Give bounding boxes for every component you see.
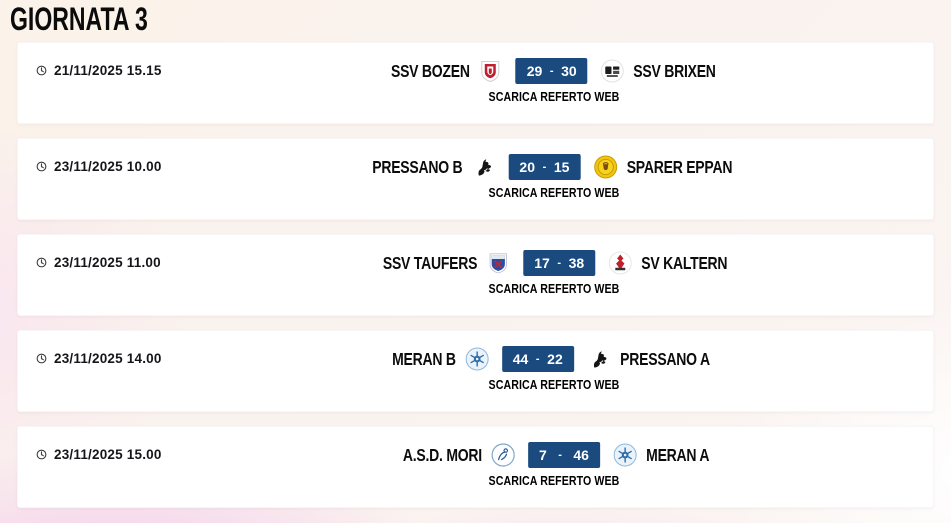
match-result-line: SSV TAUFERS 17 - 38 SV KALTERN bbox=[359, 249, 748, 277]
ssv-brixen-badge-icon bbox=[601, 59, 625, 83]
scarica-referto-web-link[interactable]: SCARICA REFERTO WEB bbox=[488, 378, 620, 392]
clock-icon bbox=[36, 161, 47, 172]
match-datetime-text: 23/11/2025 10.00 bbox=[54, 159, 162, 174]
page-title: GIORNATA 3 bbox=[10, 1, 148, 37]
match-datetime: 23/11/2025 14.00 bbox=[36, 351, 162, 366]
score-separator: - bbox=[549, 65, 554, 77]
clock-icon bbox=[36, 353, 47, 364]
match-card: 21/11/2025 15.15 SSV BOZEN 29 - 30 SSV B… bbox=[17, 42, 934, 124]
score-separator: - bbox=[542, 161, 547, 173]
match-datetime: 23/11/2025 15.00 bbox=[36, 447, 162, 462]
pressano-bird-icon bbox=[587, 347, 611, 371]
away-team-name: SSV BRIXEN bbox=[633, 60, 717, 81]
home-score: 29 bbox=[526, 63, 543, 79]
score-separator: - bbox=[558, 449, 562, 461]
score-badge: 20 - 15 bbox=[508, 154, 581, 180]
clock-icon bbox=[36, 65, 47, 76]
clock-icon bbox=[36, 449, 47, 460]
match-card: 23/11/2025 15.00 A.S.D. MORI 7 - 46 MERA… bbox=[17, 426, 934, 508]
score-badge: 29 - 30 bbox=[515, 58, 588, 84]
away-score: 15 bbox=[553, 159, 570, 175]
home-score: 17 bbox=[534, 255, 550, 271]
match-datetime-text: 23/11/2025 15.00 bbox=[54, 447, 162, 462]
match-datetime-text: 23/11/2025 11.00 bbox=[54, 255, 161, 270]
away-score: 38 bbox=[568, 255, 585, 271]
meran-badge-icon bbox=[465, 347, 489, 371]
meran-badge-icon bbox=[613, 443, 637, 467]
away-score: 22 bbox=[547, 351, 563, 367]
home-score: 20 bbox=[519, 159, 535, 175]
clock-icon bbox=[36, 257, 47, 268]
ssv-bozen-shield-icon bbox=[479, 59, 503, 83]
away-team-name: PRESSANO A bbox=[619, 348, 710, 369]
home-team-name: PRESSANO B bbox=[372, 156, 463, 177]
pressano-bird-icon bbox=[471, 155, 495, 179]
scarica-referto-web-link[interactable]: SCARICA REFERTO WEB bbox=[488, 186, 620, 200]
scarica-referto-web-link[interactable]: SCARICA REFERTO WEB bbox=[488, 474, 620, 488]
home-score: 7 bbox=[538, 447, 547, 463]
sparer-eppan-crest-icon bbox=[593, 155, 617, 179]
match-card: 23/11/2025 10.00 PRESSANO B 20 - 15 SPAR… bbox=[17, 138, 934, 220]
match-datetime: 21/11/2025 15.15 bbox=[36, 63, 162, 78]
match-datetime: 23/11/2025 10.00 bbox=[36, 159, 162, 174]
match-result-line: MERAN B 44 - 22 PRESSANO A bbox=[376, 345, 732, 373]
match-result-line: A.S.D. MORI 7 - 46 MERAN A bbox=[383, 441, 725, 469]
away-team-name: SPARER EPPAN bbox=[626, 156, 732, 177]
match-card: 23/11/2025 14.00 MERAN B 44 - 22 PRESSAN… bbox=[17, 330, 934, 412]
match-card: 23/11/2025 11.00 SSV TAUFERS 17 - 38 SV … bbox=[17, 234, 934, 316]
home-score: 44 bbox=[512, 351, 529, 367]
home-team-name: SSV TAUFERS bbox=[382, 252, 478, 273]
ssv-taufers-shield-icon bbox=[486, 251, 510, 275]
score-badge: 17 - 38 bbox=[523, 250, 596, 276]
matchday-fixtures-list: 21/11/2025 15.15 SSV BOZEN 29 - 30 SSV B… bbox=[17, 42, 934, 508]
score-badge: 44 - 22 bbox=[501, 346, 574, 372]
match-datetime-text: 23/11/2025 14.00 bbox=[54, 351, 162, 366]
asd-mori-badge-icon bbox=[491, 443, 515, 467]
sv-kaltern-badge-icon bbox=[608, 251, 632, 275]
score-badge: 7 - 46 bbox=[527, 442, 600, 468]
score-separator: - bbox=[557, 257, 562, 269]
away-score: 46 bbox=[573, 447, 589, 463]
home-team-name: SSV BOZEN bbox=[390, 60, 470, 81]
match-result-line: SSV BOZEN 29 - 30 SSV BRIXEN bbox=[371, 57, 736, 85]
match-result-line: PRESSANO B 20 - 15 SPARER EPPAN bbox=[350, 153, 759, 181]
match-datetime-text: 21/11/2025 15.15 bbox=[54, 63, 162, 78]
home-team-name: MERAN B bbox=[392, 348, 456, 369]
scarica-referto-web-link[interactable]: SCARICA REFERTO WEB bbox=[488, 90, 620, 104]
away-team-name: SV KALTERN bbox=[641, 252, 728, 273]
away-team-name: MERAN A bbox=[645, 444, 710, 465]
scarica-referto-web-link[interactable]: SCARICA REFERTO WEB bbox=[488, 282, 620, 296]
home-team-name: A.S.D. MORI bbox=[402, 444, 482, 465]
match-datetime: 23/11/2025 11.00 bbox=[36, 255, 161, 270]
score-separator: - bbox=[535, 353, 540, 365]
away-score: 30 bbox=[561, 63, 577, 79]
